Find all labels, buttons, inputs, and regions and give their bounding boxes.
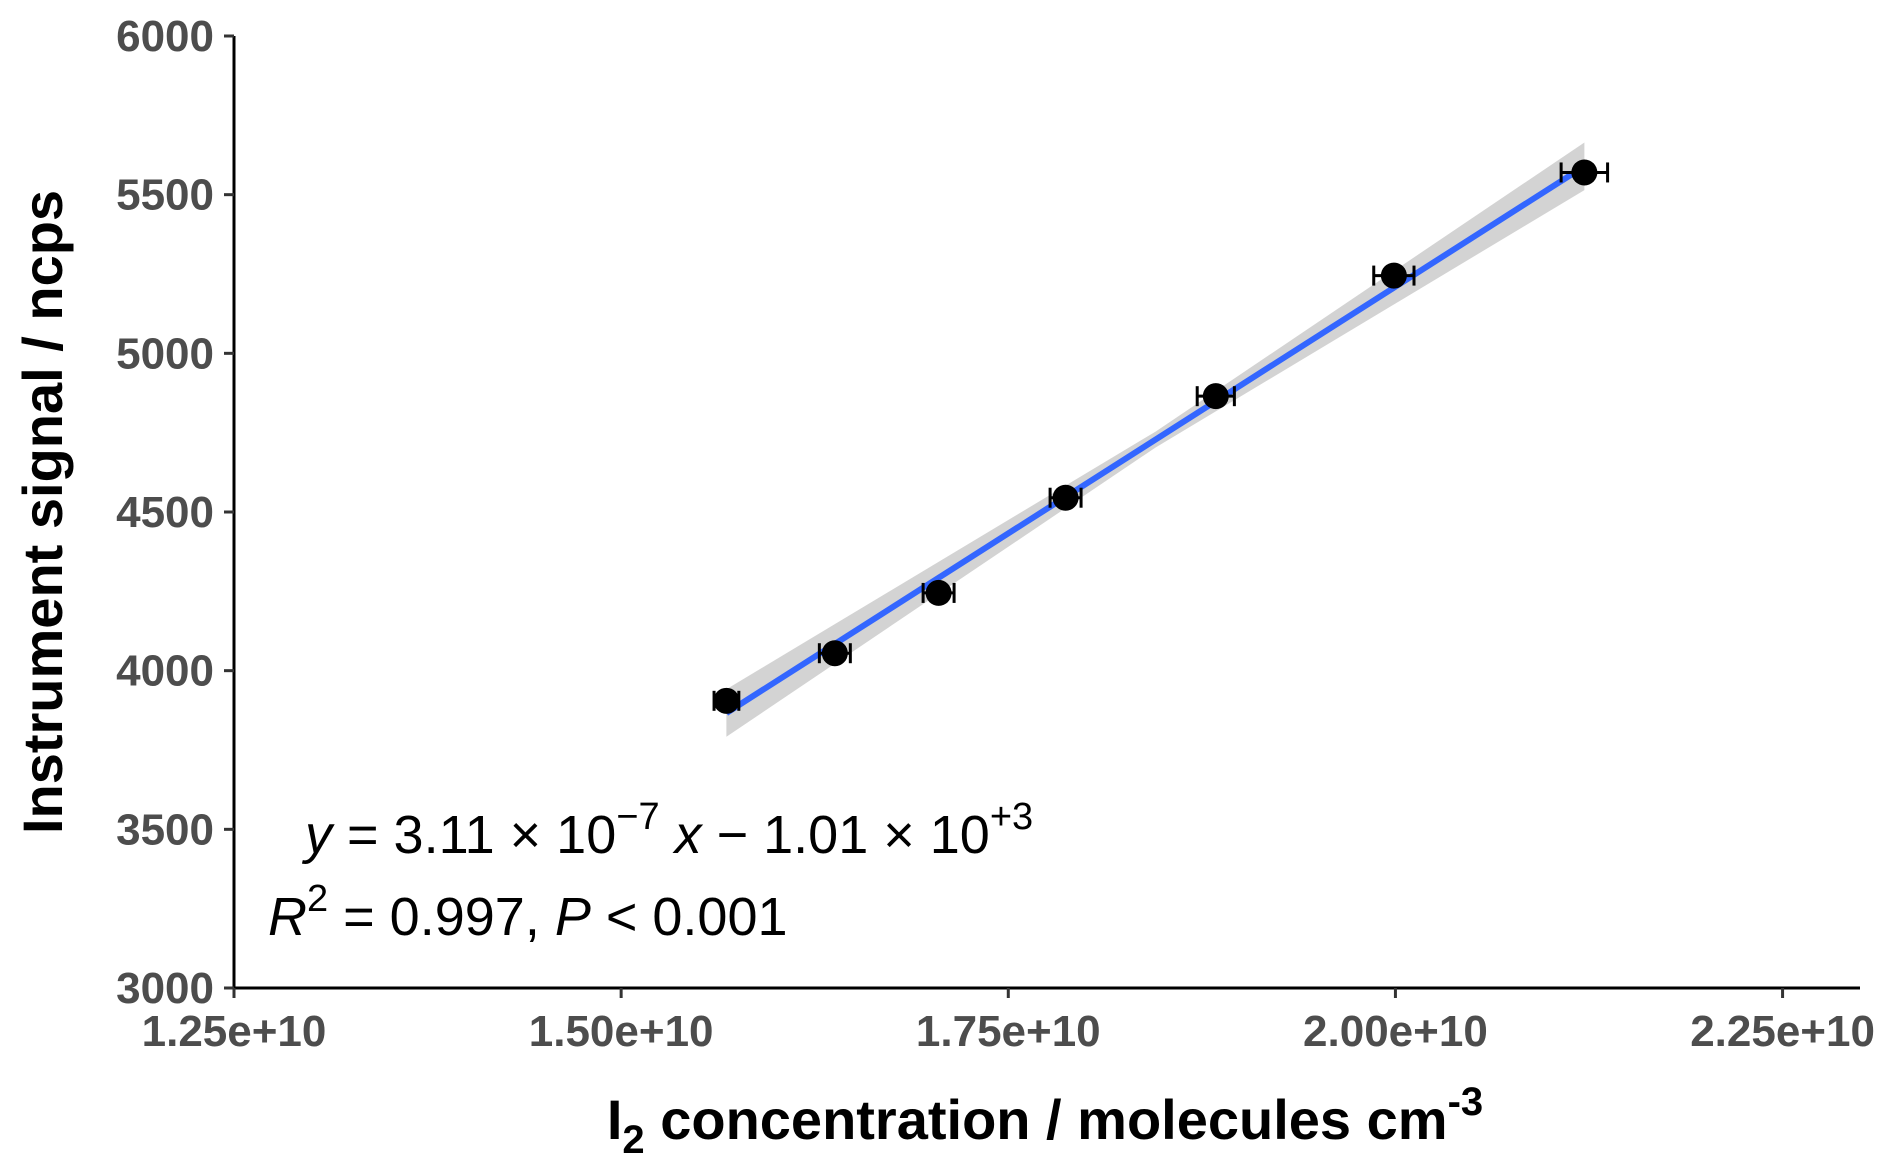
y-tick-label: 5500 <box>116 171 214 220</box>
x-tick-label: 1.25e+10 <box>142 1007 327 1056</box>
data-point <box>817 640 852 667</box>
regression-line-path <box>724 163 1586 716</box>
stat-p: P <box>555 887 591 947</box>
eq-intercept: − 1.01 × 10 <box>702 805 990 865</box>
stat-r: R <box>268 887 307 947</box>
data-point-marker <box>1380 262 1407 289</box>
y-axis-ticks: 3000 3500 4000 4500 5000 5500 6000 <box>116 12 234 1013</box>
stat-r-value: = 0.997, <box>328 887 555 947</box>
data-point <box>1195 383 1236 410</box>
x-axis-ticks: 1.25e+10 1.50e+10 1.75e+10 2.00e+10 2.25e+10 <box>142 988 1875 1056</box>
data-point <box>1048 484 1083 511</box>
fit-statistics: R2 = 0.997, P < 0.001 <box>268 878 788 947</box>
data-point-marker <box>1571 159 1598 186</box>
x-axis-title-base: I <box>607 1088 623 1151</box>
y-tick-label: 4500 <box>116 488 214 537</box>
eq-y: y <box>301 805 335 865</box>
data-point <box>1559 159 1610 186</box>
eq-x: x <box>660 805 704 865</box>
x-axis-title-superscript: -3 <box>1448 1080 1484 1124</box>
x-axis-title-subscript: 2 <box>622 1118 644 1162</box>
eq-slope-exponent: −7 <box>616 796 659 838</box>
data-point-marker <box>1202 383 1229 410</box>
x-tick-label: 1.50e+10 <box>529 1007 714 1056</box>
x-tick-label: 2.00e+10 <box>1303 1007 1488 1056</box>
eq-slope: = 3.11 × 10 <box>332 805 616 865</box>
data-point <box>921 579 956 606</box>
y-tick-label: 4000 <box>116 647 214 696</box>
y-axis-title: Instrument signal / ncps <box>11 190 74 834</box>
data-point <box>712 687 741 714</box>
data-point-marker <box>821 640 848 667</box>
x-tick-label: 1.75e+10 <box>916 1007 1101 1056</box>
y-tick-label: 3000 <box>116 964 214 1013</box>
data-points <box>712 159 1610 714</box>
regression-equation: y = 3.11 × 10−7 x − 1.01 × 10+3 <box>301 796 1033 865</box>
regression-line <box>724 163 1586 716</box>
eq-intercept-exponent: +3 <box>990 796 1033 838</box>
x-tick-label: 2.25e+10 <box>1690 1007 1875 1056</box>
x-axis-title: I2 concentration / molecules cm-3 <box>607 1080 1483 1162</box>
data-point <box>1372 262 1416 289</box>
data-point-marker <box>1052 484 1079 511</box>
y-tick-label: 5000 <box>116 329 214 378</box>
data-point-marker <box>925 579 952 606</box>
x-axis-title-text: concentration / molecules cm <box>645 1088 1448 1151</box>
stat-r-exponent: 2 <box>307 878 328 920</box>
stat-p-value: < 0.001 <box>591 887 788 947</box>
y-tick-label: 6000 <box>116 12 214 61</box>
y-tick-label: 3500 <box>116 805 214 854</box>
data-point-marker <box>713 687 740 714</box>
